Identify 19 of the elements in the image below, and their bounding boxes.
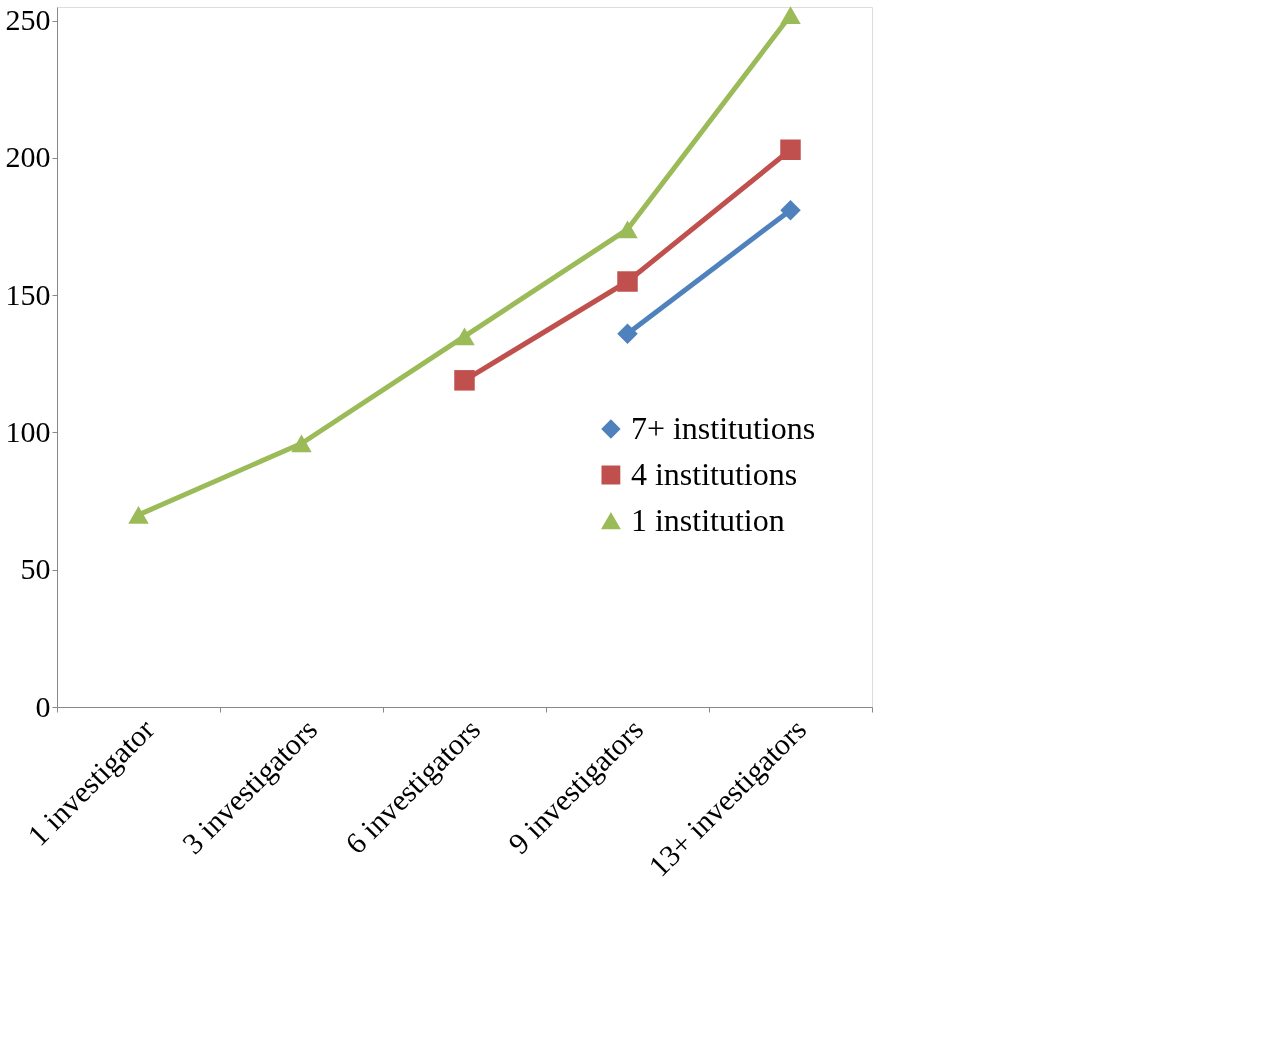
y-tick-label: 200 (5, 140, 51, 174)
point (617, 323, 638, 344)
point (780, 6, 801, 25)
point (780, 139, 801, 160)
legend-label: 4 institutions (630, 456, 798, 492)
y-tick-label: 150 (5, 277, 51, 311)
legend-label: 1 institution (630, 502, 785, 538)
point (780, 199, 801, 221)
y-tick-label: 0 (35, 689, 51, 723)
point (454, 327, 475, 346)
point (617, 271, 638, 292)
point (128, 505, 149, 524)
legend-label: 7+ institutions (630, 410, 816, 446)
point (617, 220, 638, 239)
y-tick-label: 250 (5, 3, 51, 37)
point (454, 370, 475, 391)
point (291, 434, 312, 453)
y-tick-label: 100 (5, 414, 51, 448)
y-tick-label: 50 (20, 552, 51, 586)
